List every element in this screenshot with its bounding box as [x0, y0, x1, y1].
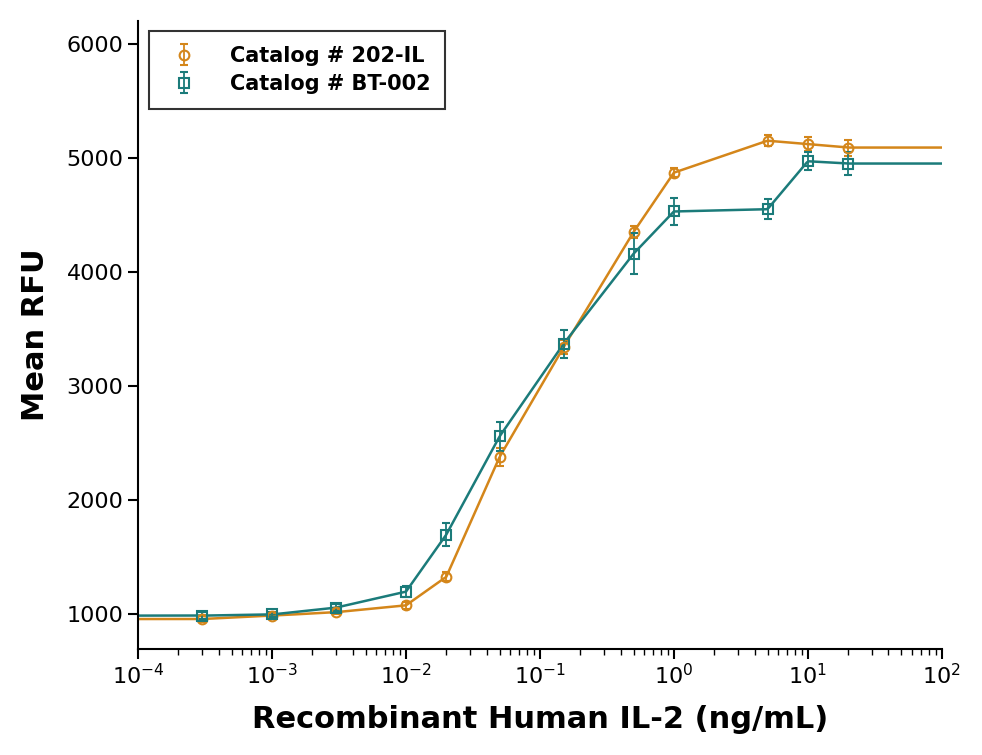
X-axis label: Recombinant Human IL-2 (ng/mL): Recombinant Human IL-2 (ng/mL)	[251, 705, 828, 734]
Legend: Catalog # 202-IL, Catalog # BT-002: Catalog # 202-IL, Catalog # BT-002	[148, 31, 445, 109]
Y-axis label: Mean RFU: Mean RFU	[21, 248, 50, 421]
